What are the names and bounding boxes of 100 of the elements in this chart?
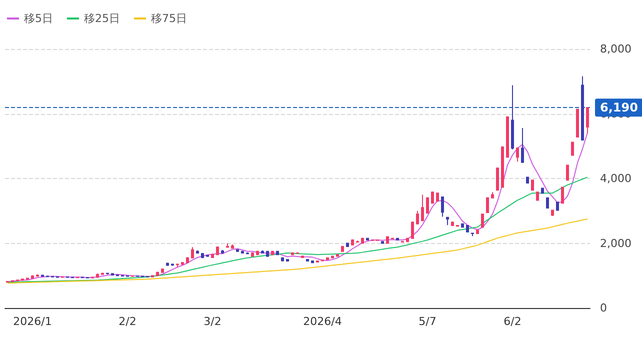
candlestick (11, 280, 14, 282)
candlestick (541, 187, 544, 194)
candlestick (431, 190, 434, 204)
x-tick-label: 6/2 (504, 315, 522, 328)
candlestick (361, 237, 364, 244)
candlestick (271, 250, 274, 256)
candlestick (106, 272, 109, 275)
candlestick (561, 186, 564, 204)
legend-label: 移25日 (84, 12, 120, 25)
line-series (7, 132, 588, 282)
candlestick (36, 274, 39, 278)
candlestick (551, 209, 554, 217)
candlestick (196, 250, 199, 254)
candlestick (486, 196, 489, 214)
candlestick (291, 252, 294, 256)
candlestick (451, 221, 454, 226)
candlestick (221, 250, 224, 254)
candlestick (236, 248, 239, 252)
candlestick (416, 210, 419, 225)
candlestick (101, 272, 104, 276)
candlestick (241, 250, 244, 254)
candlestick (446, 216, 449, 226)
candlestick (151, 274, 154, 278)
candlestick (421, 194, 424, 222)
candlestick (331, 255, 334, 259)
y-tick-label: 4,000 (600, 172, 632, 185)
candlestick (586, 106, 589, 134)
candlestick (371, 238, 374, 242)
candlestick (356, 240, 359, 244)
candlestick (366, 238, 369, 241)
candlestick (381, 240, 384, 244)
candlestick (281, 256, 284, 262)
x-tick-label: 5/7 (418, 315, 436, 328)
candlestick (516, 146, 519, 162)
candlestick (536, 191, 539, 202)
candlestick (531, 179, 534, 191)
candlestick (251, 252, 254, 258)
candlestick (171, 263, 174, 266)
candlestick (436, 192, 439, 202)
candlestick (326, 256, 329, 260)
candlestick (396, 238, 399, 241)
candlestick (186, 256, 189, 264)
candlestick (261, 250, 264, 254)
candlestick (556, 201, 559, 212)
candlestick (501, 146, 504, 188)
line-series (7, 176, 588, 283)
x-tick-label: 2/2 (118, 315, 136, 328)
candlestick (191, 246, 194, 259)
candlestick (306, 258, 309, 262)
candlestick (301, 255, 304, 258)
candlestick (181, 262, 184, 266)
candlestick (21, 278, 24, 281)
candlestick (491, 192, 494, 199)
y-tick-label: 2,000 (600, 236, 632, 250)
line-series (7, 218, 588, 284)
candlestick (296, 252, 299, 254)
candlestick (461, 223, 464, 228)
candlestick (206, 254, 209, 258)
candlestick (496, 166, 499, 191)
candlestick (471, 232, 474, 237)
candlestick (546, 197, 549, 209)
candlestick (166, 262, 169, 266)
x-tick-label: 2026/1 (13, 315, 52, 328)
candlestick (571, 141, 574, 156)
candlestick (376, 238, 379, 242)
y-tick-label: 0 (600, 302, 607, 314)
x-tick-label: 3/2 (204, 315, 222, 328)
candlestick (286, 258, 289, 262)
candlestick (506, 116, 509, 158)
candlestick (521, 127, 524, 164)
candlestick (341, 245, 344, 252)
y-tick-label: 8,000 (600, 42, 632, 56)
candlestick (576, 108, 579, 138)
candlestick (96, 273, 99, 278)
candlestick (201, 252, 204, 259)
candlestick (401, 240, 404, 243)
candlestick (481, 213, 484, 228)
candlestick (351, 238, 354, 246)
candlestick (91, 276, 94, 279)
candlestick (386, 236, 389, 244)
candlestick (391, 237, 394, 240)
candlestick (161, 268, 164, 274)
candlestick (111, 272, 114, 276)
candlestick (511, 84, 514, 150)
candlestick (466, 224, 469, 233)
ref-line-label: 6,190 (600, 100, 638, 115)
candlestick (156, 271, 159, 276)
candlestick (176, 263, 179, 268)
candlestick (346, 242, 349, 248)
candlestick (276, 250, 279, 256)
candlestick (526, 176, 529, 184)
x-tick-label: 2026/4 (303, 315, 342, 328)
legend-label: 移5日 (24, 12, 53, 25)
candlestick (216, 246, 219, 256)
candlestick (16, 279, 19, 282)
candlestick (266, 250, 269, 258)
candlestick (566, 164, 569, 181)
candlestick (441, 196, 444, 218)
candlestick (51, 275, 54, 278)
legend-label: 移75日 (150, 12, 187, 25)
